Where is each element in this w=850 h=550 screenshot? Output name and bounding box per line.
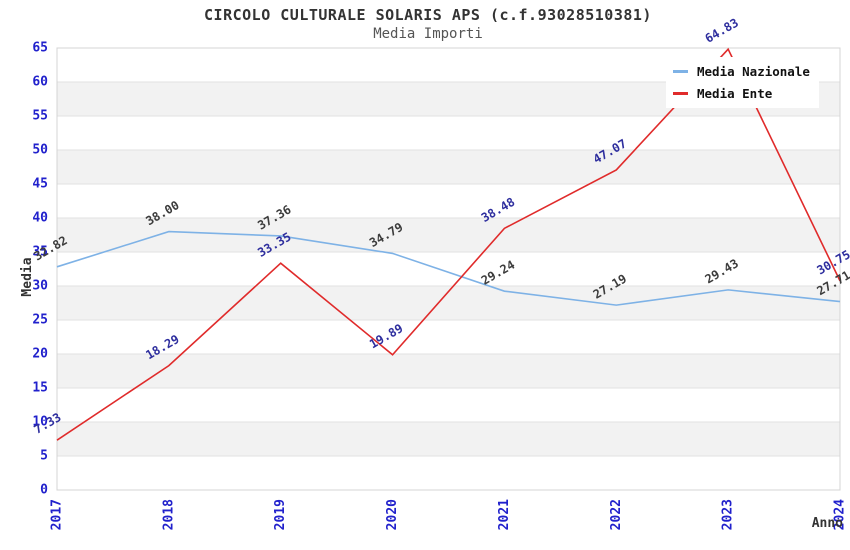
x-tick-label: 2018 [161, 499, 176, 530]
chart-title: CIRCOLO CULTURALE SOLARIS APS (c.f.93028… [204, 6, 652, 24]
y-tick-label: 60 [32, 75, 48, 90]
y-tick-label: 30 [32, 279, 48, 294]
y-tick-label: 45 [32, 177, 48, 192]
x-tick-label: 2024 [833, 499, 848, 530]
y-tick-label: 65 [32, 41, 48, 56]
x-tick-label: 2020 [385, 499, 400, 530]
chart-subtitle: Media Importi [373, 26, 483, 42]
y-tick-label: 5 [40, 449, 48, 464]
y-tick-label: 25 [32, 313, 48, 328]
y-tick-label: 20 [32, 347, 48, 362]
plot-band [57, 422, 840, 456]
x-tick-label: 2021 [497, 499, 512, 530]
series-line-media-nazionale [56, 230, 841, 306]
x-tick-label: 2023 [721, 499, 736, 530]
legend-label: Media Nazionale [697, 63, 810, 79]
legend-swatch-icon [673, 69, 688, 73]
x-tick-label: 2017 [50, 499, 65, 530]
y-axis-title: Media [20, 257, 35, 297]
data-point-label: 29.24 [479, 258, 517, 288]
plot-band [57, 354, 840, 388]
plot-border [56, 47, 841, 491]
data-point-label: 29.43 [703, 256, 741, 286]
y-tick-label: 10 [32, 415, 48, 430]
y-tick-label: 15 [32, 381, 48, 396]
legend-item-media-nazionale: Media Nazionale [673, 62, 810, 80]
y-tick-label: 35 [32, 245, 48, 260]
x-axis-title: Anno [811, 516, 843, 531]
y-tick-label: 0 [40, 483, 48, 498]
legend-label: Media Ente [697, 85, 773, 101]
legend: Media Nazionale Media Ente [666, 57, 819, 108]
plot-band [57, 218, 840, 252]
data-point-label: 32.82 [32, 233, 70, 263]
legend-swatch-icon [673, 91, 688, 95]
y-tick-label: 50 [32, 143, 48, 158]
y-tick-label: 55 [32, 109, 48, 124]
legend-item-media-ente: Media Ente [673, 84, 810, 102]
x-tick-label: 2022 [609, 499, 624, 530]
y-tick-label: 40 [32, 211, 48, 226]
x-tick-label: 2019 [273, 499, 288, 530]
plot-band [57, 150, 840, 184]
